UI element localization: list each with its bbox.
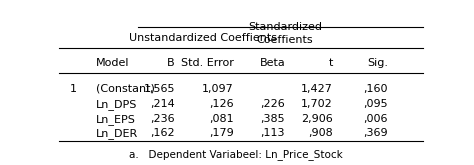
- Text: Sig.: Sig.: [367, 58, 388, 68]
- Text: ,126: ,126: [209, 99, 234, 109]
- Text: B: B: [167, 58, 175, 68]
- Text: ,113: ,113: [261, 128, 285, 138]
- Text: (Constant): (Constant): [96, 84, 155, 94]
- Text: Ln_EPS: Ln_EPS: [96, 114, 136, 125]
- Text: Unstandardized Coeffients: Unstandardized Coeffients: [128, 33, 276, 43]
- Text: Model: Model: [96, 58, 129, 68]
- Text: ,179: ,179: [209, 128, 234, 138]
- Text: ,369: ,369: [364, 128, 388, 138]
- Text: t: t: [328, 58, 333, 68]
- Text: Ln_DER: Ln_DER: [96, 128, 138, 139]
- Text: ,236: ,236: [150, 114, 175, 124]
- Text: 1,702: 1,702: [301, 99, 333, 109]
- Text: ,162: ,162: [150, 128, 175, 138]
- Text: 1,427: 1,427: [301, 84, 333, 94]
- Text: Ln_DPS: Ln_DPS: [96, 99, 137, 110]
- Text: Beta: Beta: [259, 58, 285, 68]
- Text: ,226: ,226: [260, 99, 285, 109]
- Text: ,160: ,160: [364, 84, 388, 94]
- Text: 2,906: 2,906: [301, 114, 333, 124]
- Text: ,006: ,006: [364, 114, 388, 124]
- Text: 1: 1: [70, 84, 77, 94]
- Text: Standardized
Coeffients: Standardized Coeffients: [248, 22, 322, 45]
- Text: Std. Error: Std. Error: [181, 58, 234, 68]
- Text: 1,097: 1,097: [202, 84, 234, 94]
- Text: ,095: ,095: [364, 99, 388, 109]
- Text: ,081: ,081: [209, 114, 234, 124]
- Text: 1,565: 1,565: [144, 84, 175, 94]
- Text: ,908: ,908: [308, 128, 333, 138]
- Text: ,385: ,385: [261, 114, 285, 124]
- Text: ,214: ,214: [150, 99, 175, 109]
- Text: a.   Dependent Variabeel: Ln_Price_Stock: a. Dependent Variabeel: Ln_Price_Stock: [129, 149, 343, 160]
